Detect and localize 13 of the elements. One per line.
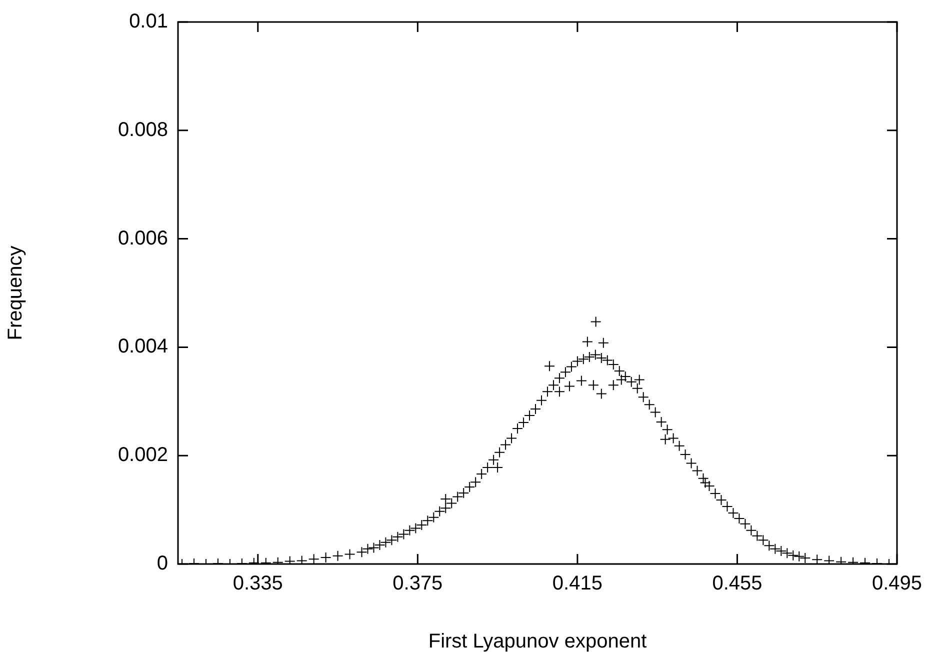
x-tick-label: 0.495 xyxy=(872,572,922,595)
x-tick-label: 0.455 xyxy=(712,572,762,595)
x-tick-label: 0.335 xyxy=(232,572,283,595)
y-tick-label: 0.004 xyxy=(118,336,168,358)
x-tick-label: 0.415 xyxy=(552,572,602,595)
x-axis-title: First Lyapunov exponent xyxy=(428,630,648,653)
x-tick-label: 0.375 xyxy=(392,572,443,595)
y-tick-label: 0.01 xyxy=(129,10,168,33)
y-tick-label: 0.006 xyxy=(118,227,168,250)
y-tick-label: 0.002 xyxy=(118,444,168,466)
y-tick-label: 0 xyxy=(156,552,168,575)
y-tick-label: 0.008 xyxy=(118,118,168,141)
y-axis-title: Frequency xyxy=(4,246,27,340)
